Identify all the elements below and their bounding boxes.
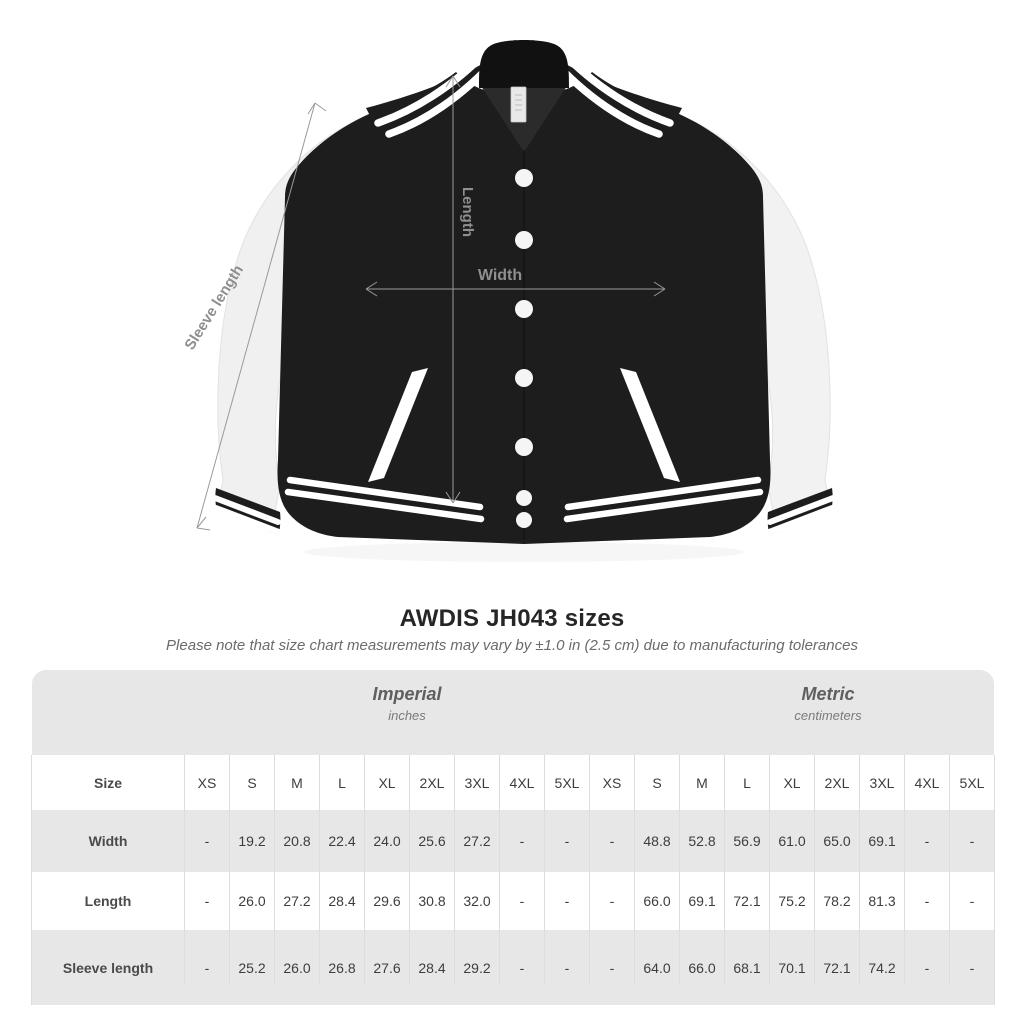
svg-text:Width: Width bbox=[478, 267, 522, 284]
svg-text:Length: Length bbox=[459, 187, 476, 237]
